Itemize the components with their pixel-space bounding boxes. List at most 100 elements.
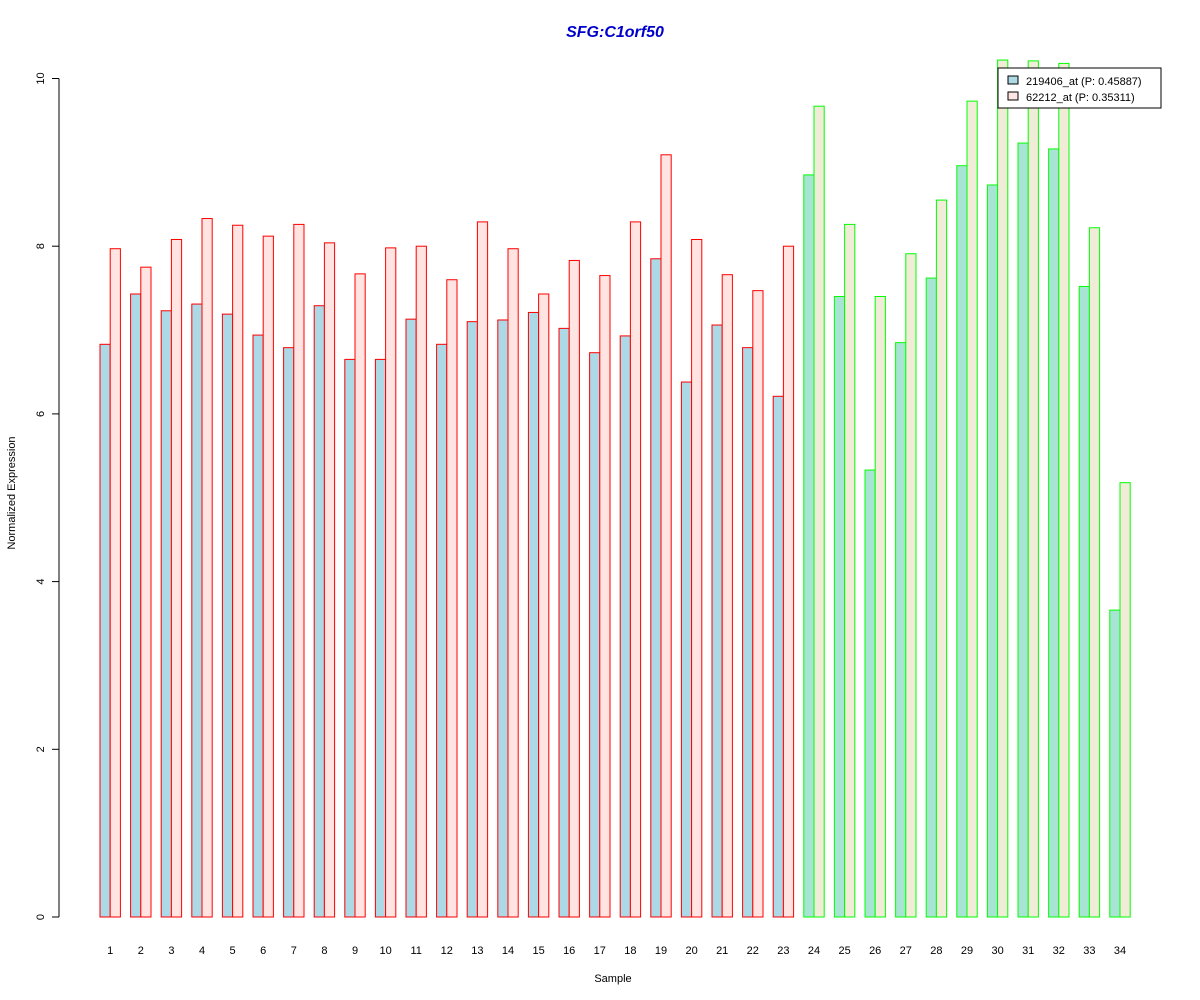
- x-tick-label: 16: [563, 945, 575, 957]
- x-tick-label: 22: [747, 945, 759, 957]
- bar-sample-34-series-2: [1119, 482, 1131, 918]
- bar-sample-12-series-2: [446, 279, 458, 918]
- x-tick-label: 26: [869, 945, 881, 957]
- bar-sample-7-series-2: [293, 223, 305, 918]
- bar-sample-8-series-1: [313, 305, 325, 918]
- x-tick-label: 30: [991, 945, 1003, 957]
- bar-sample-22-series-2: [752, 290, 764, 918]
- bar-sample-26-series-2: [874, 296, 886, 918]
- x-tick-label: 6: [260, 945, 266, 957]
- bar-sample-23-series-2: [782, 245, 795, 918]
- x-tick-label: 19: [655, 945, 667, 957]
- bar-sample-3-series-1: [160, 310, 172, 918]
- x-tick-label: 1: [107, 945, 113, 957]
- x-tick-label: 7: [291, 945, 297, 957]
- bar-sample-9-series-2: [354, 273, 366, 918]
- bar-sample-14-series-1: [497, 319, 509, 918]
- bar-sample-23-series-1: [772, 395, 784, 918]
- x-tick-label: 10: [379, 945, 391, 957]
- bar-sample-30-series-2: [997, 59, 1009, 918]
- bar-sample-4-series-1: [191, 303, 203, 918]
- x-tick-label: 15: [532, 945, 544, 957]
- x-tick-label: 11: [410, 945, 421, 957]
- bar-sample-16-series-1: [558, 327, 570, 918]
- legend: 219406_at (P: 0.45887) 62212_at (P: 0.35…: [997, 67, 1162, 109]
- legend-label-219406-at: 219406_at (P: 0.45887): [1026, 76, 1142, 88]
- x-tick-label: 34: [1114, 945, 1126, 957]
- x-tick-label: 13: [471, 945, 483, 957]
- bar-sample-20-series-2: [691, 238, 703, 918]
- x-tick-label: 23: [777, 945, 789, 957]
- legend-label-62212-at: 62212_at (P: 0.35311): [1026, 92, 1135, 104]
- x-tick-label: 28: [930, 945, 942, 957]
- x-tick-label: 33: [1083, 945, 1095, 957]
- x-tick-label: 31: [1022, 945, 1034, 957]
- bar-sample-21-series-1: [711, 324, 723, 918]
- bar-sample-4-series-2: [201, 218, 213, 918]
- bar-sample-17-series-1: [589, 352, 601, 918]
- x-tick-label: 32: [1053, 945, 1065, 957]
- bar-sample-32-series-1: [1048, 148, 1060, 918]
- bar-sample-18-series-2: [629, 221, 642, 918]
- x-tick-label: 20: [685, 945, 697, 957]
- bar-sample-17-series-2: [599, 275, 611, 918]
- bar-sample-19-series-1: [650, 258, 662, 918]
- legend-box: [997, 67, 1162, 109]
- bar-sample-7-series-1: [283, 347, 295, 918]
- bar-sample-21-series-2: [721, 274, 733, 918]
- y-axis-ticks: 0 2 4 6 8 10: [35, 72, 59, 920]
- bar-sample-22-series-1: [742, 347, 754, 918]
- bar-sample-34-series-1: [1109, 609, 1121, 918]
- chart-title: SFG:C1orf50: [566, 24, 664, 41]
- bar-sample-31-series-1: [1017, 142, 1029, 918]
- bar-sample-24-series-2: [813, 105, 825, 918]
- bars: [99, 59, 1131, 918]
- bar-sample-15-series-2: [538, 293, 550, 918]
- x-axis-label: Sample: [594, 973, 631, 985]
- bar-sample-32-series-2: [1058, 62, 1070, 918]
- bar-sample-16-series-2: [568, 259, 580, 918]
- y-tick-label: 10: [35, 72, 47, 84]
- bar-sample-5-series-2: [232, 224, 244, 918]
- bar-sample-28-series-1: [925, 277, 937, 918]
- bar-sample-1-series-2: [109, 248, 121, 918]
- y-tick-label: 0: [35, 914, 47, 920]
- bar-sample-30-series-1: [986, 184, 999, 918]
- legend-swatch-62212-at: [1007, 91, 1019, 101]
- bar-sample-19-series-2: [660, 154, 672, 918]
- bar-sample-25-series-2: [844, 223, 856, 918]
- bar-sample-10-series-2: [385, 247, 397, 918]
- x-tick-label: 27: [900, 945, 912, 957]
- x-tick-label: 3: [168, 945, 174, 957]
- bar-sample-2-series-2: [140, 266, 152, 918]
- bar-sample-11-series-1: [405, 318, 417, 918]
- y-axis-label: Normalized Expression: [6, 436, 18, 549]
- y-tick-label: 6: [35, 411, 47, 417]
- bar-sample-2-series-1: [130, 293, 142, 918]
- x-tick-label: 17: [594, 945, 606, 957]
- x-axis-tick-labels: 1 2 3 4 5 6 7 8 9 10 11 12 13 14 15 16 17 18 19 20 21 22 23 24 2…: [107, 945, 1126, 957]
- x-tick-label: 2: [138, 945, 144, 957]
- bar-sample-18-series-1: [619, 335, 631, 918]
- x-tick-label: 24: [808, 945, 820, 957]
- bar-sample-5-series-1: [221, 313, 234, 918]
- bar-sample-20-series-1: [680, 381, 693, 918]
- bar-sample-13-series-2: [476, 221, 489, 918]
- bar-sample-14-series-2: [507, 248, 519, 918]
- y-tick-label: 4: [35, 579, 47, 585]
- x-tick-label: 9: [352, 945, 358, 957]
- bar-sample-1-series-1: [99, 343, 111, 918]
- legend-swatch-219406-at: [1007, 75, 1019, 85]
- bar-sample-33-series-2: [1088, 227, 1101, 918]
- x-tick-label: 29: [961, 945, 973, 957]
- bar-sample-29-series-1: [956, 165, 968, 918]
- bar-sample-25-series-1: [833, 296, 846, 918]
- bar-sample-28-series-2: [935, 199, 948, 918]
- bar-sample-9-series-1: [344, 358, 356, 918]
- x-tick-label: 12: [441, 945, 453, 957]
- x-tick-label: 14: [502, 945, 514, 957]
- bar-sample-6-series-2: [262, 235, 274, 918]
- y-tick-label: 2: [35, 746, 47, 752]
- bar-sample-24-series-1: [803, 174, 815, 918]
